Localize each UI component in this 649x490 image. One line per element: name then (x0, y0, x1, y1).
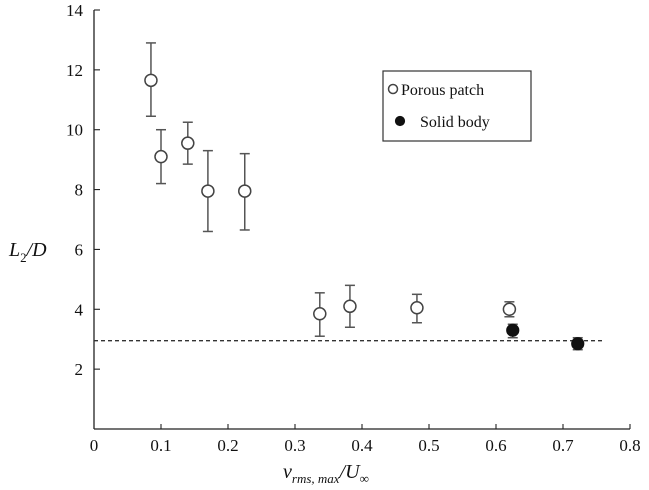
y-axis-title-subscript: 2 (20, 250, 27, 265)
legend-box (382, 70, 532, 142)
y-tick-label: 8 (75, 181, 84, 200)
data-point-solid-body (506, 323, 520, 337)
x-axis-title-divisor: /U (339, 461, 362, 483)
data-point-porous-patch (154, 149, 168, 164)
y-tick-label: 4 (75, 300, 84, 319)
x-tick-label: 0.2 (217, 436, 238, 455)
x-tick-label: 0.3 (284, 436, 305, 455)
data-point-porous-patch (343, 299, 357, 314)
y-axis-title-main: L (8, 239, 20, 261)
data-point-porous-patch (502, 302, 517, 317)
x-axis-title-subscript: rms, max (292, 471, 340, 486)
y-tick-label: 2 (75, 360, 84, 379)
y-tick-label: 6 (75, 240, 84, 259)
x-axis-title-main: v (283, 461, 292, 483)
x-tick-label: 0.1 (150, 436, 171, 455)
data-point-solid-body (571, 337, 585, 351)
x-tick-label: 0.7 (552, 436, 574, 455)
x-tick-label: 0 (90, 436, 99, 455)
x-tick-label: 0.5 (418, 436, 439, 455)
y-axis-title: L2/D (8, 239, 47, 265)
y-tick-label: 14 (66, 1, 84, 20)
x-tick-label: 0.6 (485, 436, 506, 455)
legend-marker-solid-body (394, 115, 406, 127)
legend-label-porous-patch: Porous patch (401, 82, 484, 99)
data-point-porous-patch (238, 184, 252, 198)
data-point-porous-patch (181, 136, 195, 150)
x-tick-label: 0.4 (351, 436, 373, 455)
legend: Porous patch Solid body (382, 70, 532, 142)
axes (93, 10, 630, 430)
legend-label-solid-body: Solid body (420, 114, 490, 131)
x-axis-title: vrms, max/U∞ (283, 461, 369, 486)
data-point-porous-patch (144, 73, 158, 88)
y-tick-label: 10 (66, 121, 83, 140)
data-point-porous-patch (201, 184, 215, 198)
x-axis-title-infinity: ∞ (360, 471, 369, 486)
data-point-porous-patch (410, 301, 424, 315)
tick-marks: 0 0.1 0.2 0.3 0.4 0.5 0.6 0.7 0.8 2 4 6 8 10 12 14 (66, 1, 641, 455)
legend-marker-porous-patch (387, 83, 399, 95)
y-tick-label: 12 (66, 61, 83, 80)
y-axis-title-tail: /D (26, 239, 48, 261)
x-tick-label: 0.8 (619, 436, 640, 455)
data-points (144, 42, 585, 351)
data-point-porous-patch (313, 307, 327, 321)
